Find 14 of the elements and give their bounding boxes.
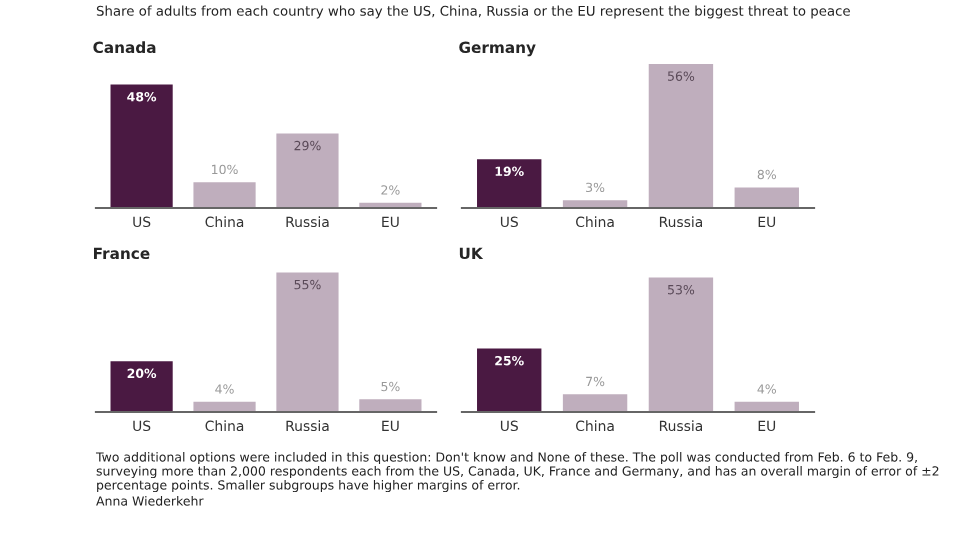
bar xyxy=(648,277,714,412)
bar xyxy=(648,64,714,208)
bar xyxy=(734,187,799,208)
bar xyxy=(562,200,628,208)
bar xyxy=(477,159,542,208)
bar xyxy=(359,399,422,412)
bar xyxy=(110,361,173,412)
bar xyxy=(110,84,173,208)
bar xyxy=(193,182,256,208)
bar xyxy=(477,348,542,412)
bar xyxy=(276,272,339,412)
bar xyxy=(276,133,339,208)
bar xyxy=(562,394,628,412)
bar xyxy=(193,401,256,412)
